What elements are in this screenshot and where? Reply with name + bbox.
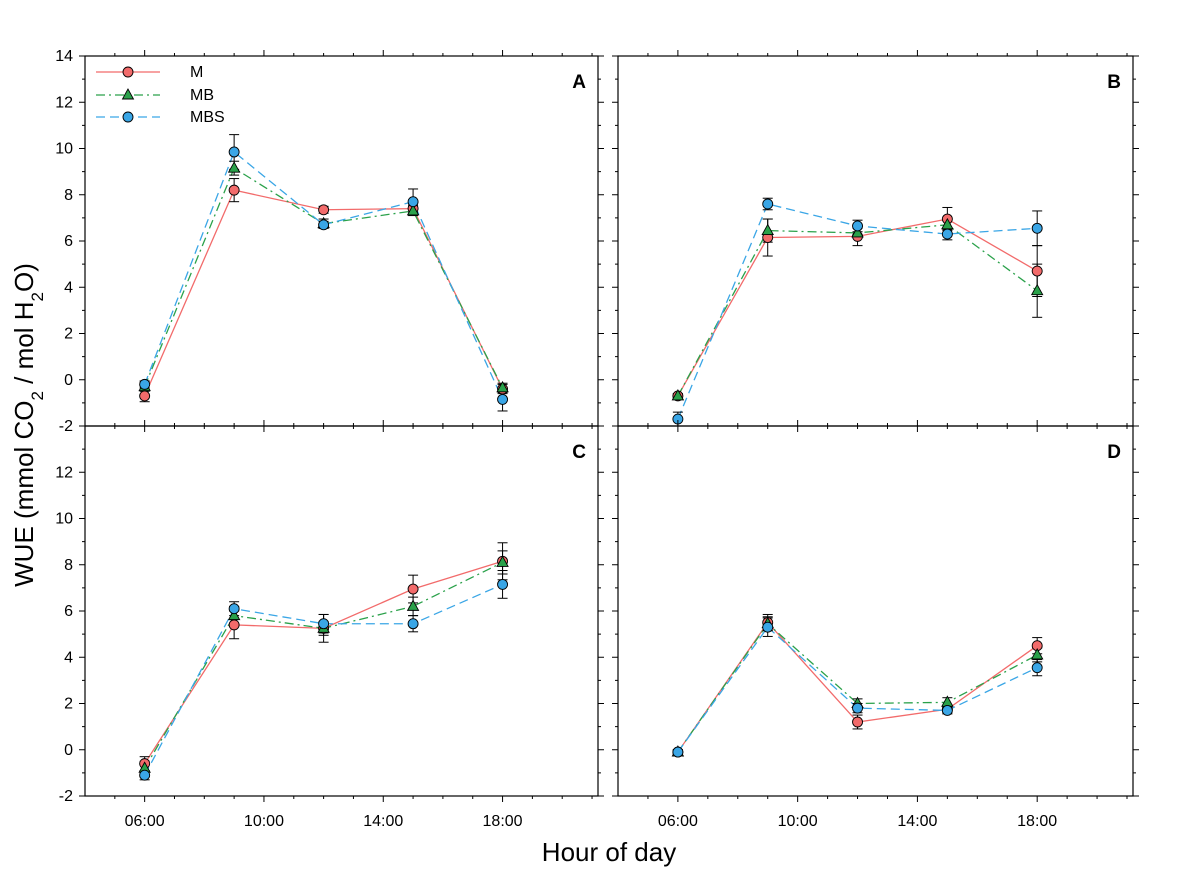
series-line-mbs <box>144 583 503 776</box>
data-point-mb <box>761 223 774 236</box>
data-point-mbs <box>139 769 151 781</box>
data-point-mb <box>851 225 864 238</box>
data-point-mb <box>406 599 420 611</box>
data-point-mbs <box>318 618 330 630</box>
data-point-mbs <box>139 378 151 390</box>
data-point-m <box>139 390 151 402</box>
legend-marker-m <box>122 66 134 78</box>
series-line-m <box>144 560 503 764</box>
panel-frame <box>84 425 599 797</box>
y-tick-label: 2 <box>64 326 73 343</box>
data-point-m <box>852 716 863 728</box>
y-tick-label: 12 <box>55 94 73 111</box>
y-tick-label: 8 <box>64 187 73 204</box>
data-point-mbs <box>228 146 240 158</box>
y-tick-label: 4 <box>64 649 73 666</box>
data-point-mbs <box>497 578 509 590</box>
panel-a: -2 0 2 4 6 8 10 12 14 A <box>55 48 604 435</box>
legend-marker-mbs <box>122 111 134 123</box>
x-tick-label: 10:00 <box>778 813 818 830</box>
data-point-mbs <box>672 746 684 758</box>
data-point-mbs <box>852 702 863 714</box>
y-tick-label: 12 <box>55 464 73 481</box>
y-tick-label: 0 <box>64 372 73 389</box>
x-tick-label: 18:00 <box>1017 813 1057 830</box>
series-line-mbs <box>144 150 504 400</box>
y-tick-label: 10 <box>55 511 73 528</box>
y-tick-label: 14 <box>55 48 73 65</box>
data-point-mbs <box>762 198 774 210</box>
series-line-mbs <box>677 626 1038 753</box>
legend: M MB MBS <box>96 64 225 126</box>
panel-frame <box>617 425 1134 797</box>
data-point-mbs <box>228 603 240 615</box>
data-point-mb <box>1030 283 1044 296</box>
data-point-m <box>228 184 240 196</box>
panel-frame <box>84 55 599 427</box>
y-axis-title: WUE (mmol CO2 / mol H2O) <box>9 263 47 587</box>
data-point-mb <box>671 389 685 401</box>
legend-label-m: M <box>190 64 203 81</box>
y-tick-label: -2 <box>59 418 73 435</box>
series-line-mb <box>677 622 1038 753</box>
y-tick-label: 10 <box>55 141 73 158</box>
panel-d: 06:00 10:00 14:00 18:00 D <box>612 420 1139 830</box>
data-point-m <box>228 619 240 631</box>
data-point-mbs <box>852 220 863 232</box>
panel-label: C <box>572 442 586 463</box>
data-point-mbs <box>762 621 774 633</box>
data-point-m <box>1031 265 1043 277</box>
y-tick-label: 6 <box>64 603 73 620</box>
panel-label: D <box>1107 442 1121 463</box>
x-tick-label: 06:00 <box>658 813 698 830</box>
legend-marker-mb <box>121 88 135 100</box>
data-point-mb <box>227 608 241 621</box>
series-line-mb <box>144 167 504 389</box>
y-tick-label: 2 <box>64 696 73 713</box>
panel-frame <box>617 55 1134 427</box>
panel-b: B <box>612 50 1139 432</box>
data-point-m <box>318 204 330 216</box>
data-point-mbs <box>941 704 953 716</box>
panel-c: -2 0 2 4 6 8 10 12 06:00 10:00 14:00 18:00 C <box>55 420 604 830</box>
x-axis-title: Hour of day <box>542 837 676 867</box>
series-line-m <box>677 621 1038 753</box>
y-tick-label: 6 <box>64 233 73 250</box>
series-line-mb <box>677 224 1038 397</box>
data-point-mb <box>406 204 420 216</box>
x-tick-label: 10:00 <box>244 813 284 830</box>
panel-label: A <box>572 72 586 93</box>
x-tick-label: 06:00 <box>125 813 165 830</box>
data-point-mbs <box>407 196 419 208</box>
chart-panels: -2 0 2 4 6 8 10 12 14 A B -2 0 2 4 6 8 10 12 06:00 10:00 14:0… <box>55 48 1139 830</box>
x-tick-label: 14:00 <box>363 813 403 830</box>
series-line-mb <box>144 561 503 769</box>
panel-label: B <box>1107 72 1121 93</box>
x-tick-label: 14:00 <box>897 813 937 830</box>
data-point-mb <box>1030 648 1044 660</box>
data-point-mbs <box>318 219 330 231</box>
data-point-mbs <box>1031 222 1043 234</box>
legend-label-mbs: MBS <box>190 109 225 126</box>
data-point-mb <box>227 161 241 173</box>
y-tick-label: -2 <box>59 788 73 805</box>
y-tick-label: 8 <box>64 557 73 574</box>
y-tick-label: 4 <box>64 279 73 296</box>
x-tick-label: 18:00 <box>483 813 523 830</box>
data-point-mbs <box>941 228 953 240</box>
data-point-mbs <box>497 393 509 405</box>
data-point-mb <box>496 555 509 567</box>
data-point-mbs <box>1031 662 1043 674</box>
data-point-mbs <box>407 618 419 630</box>
y-tick-label: 0 <box>64 742 73 759</box>
data-point-mb <box>496 380 509 393</box>
legend-label-mb: MB <box>190 87 214 104</box>
data-point-m <box>407 583 419 595</box>
